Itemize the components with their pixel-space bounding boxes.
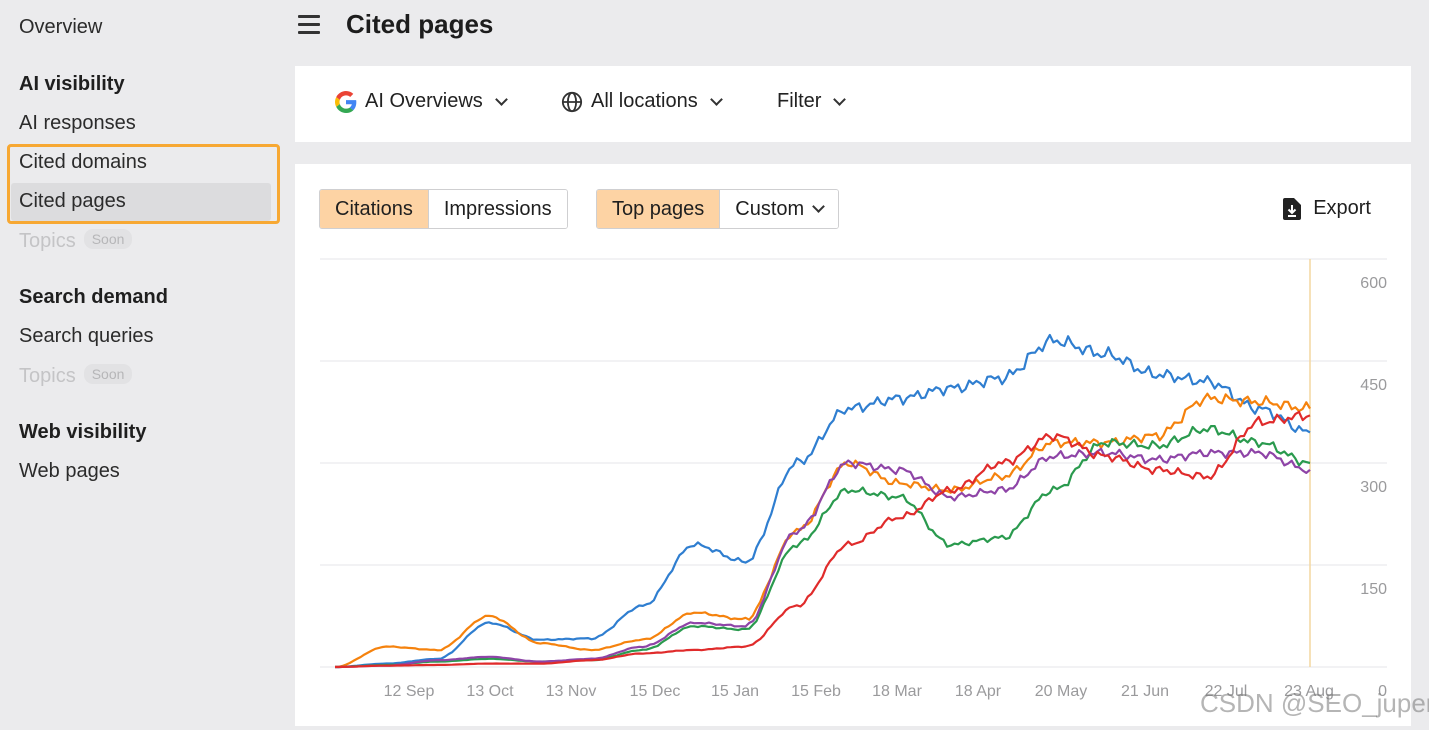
tab-custom[interactable]: Custom (719, 190, 839, 228)
google-icon (335, 90, 357, 113)
sidebar-item-ai-responses[interactable]: AI responses (19, 112, 136, 134)
sidebar-item-cited-domains[interactable]: Cited domains (19, 151, 147, 173)
chevron-down-icon (709, 92, 723, 106)
locations-dropdown[interactable]: All locations (561, 90, 723, 113)
export-button[interactable]: Export (1283, 197, 1371, 220)
sidebar-item-label: Topics (19, 365, 76, 387)
sidebar-item-cited-pages[interactable]: Cited pages (19, 190, 126, 212)
section-heading-search-demand: Search demand (19, 286, 168, 308)
tab-impressions[interactable]: Impressions (427, 190, 567, 228)
tab-citations[interactable]: Citations (320, 190, 428, 228)
metric-toggle: Citations Impressions (319, 189, 568, 229)
sidebar-item-label: Topics (19, 230, 76, 252)
soon-badge: Soon (83, 364, 133, 384)
soon-badge: Soon (83, 229, 133, 249)
engine-dropdown[interactable]: AI Overviews (335, 90, 508, 113)
page-title: Cited pages (346, 9, 494, 39)
chevron-down-icon (812, 200, 826, 213)
active-item-background (11, 183, 271, 221)
section-heading-ai-visibility: AI visibility (19, 73, 125, 95)
highlight-annotation-box (7, 144, 280, 224)
filter-dropdown-label: Filter (777, 90, 822, 112)
sidebar: Overview AI visibility AI responses Cite… (0, 0, 290, 730)
filter-dropdown[interactable]: Filter (777, 90, 847, 113)
export-label: Export (1313, 197, 1371, 219)
scope-toggle: Top pages Custom (596, 189, 840, 229)
filter-bar: AI Overviews All locations Filter (295, 66, 1411, 142)
sidebar-item-overview[interactable]: Overview (19, 16, 103, 38)
menu-icon[interactable] (298, 15, 320, 35)
download-file-icon (1283, 197, 1302, 220)
watermark-text: CSDN @SEO_juper (1200, 688, 1429, 718)
chevron-down-icon (833, 92, 847, 106)
tab-custom-label: Custom (735, 198, 805, 220)
chevron-down-icon (494, 92, 508, 106)
engine-dropdown-label: AI Overviews (365, 90, 483, 112)
sidebar-item-topics-search: Topics Soon (19, 364, 133, 388)
locations-dropdown-label: All locations (591, 90, 698, 112)
globe-icon (561, 91, 583, 112)
sidebar-item-search-queries[interactable]: Search queries (19, 325, 154, 347)
sidebar-item-web-pages[interactable]: Web pages (19, 460, 120, 482)
chart-card: Citations Impressions Top pages Custom E… (295, 164, 1411, 726)
sidebar-item-topics-ai: Topics Soon (19, 229, 133, 253)
tab-top-pages[interactable]: Top pages (597, 190, 720, 228)
section-heading-web-visibility: Web visibility (19, 421, 147, 443)
